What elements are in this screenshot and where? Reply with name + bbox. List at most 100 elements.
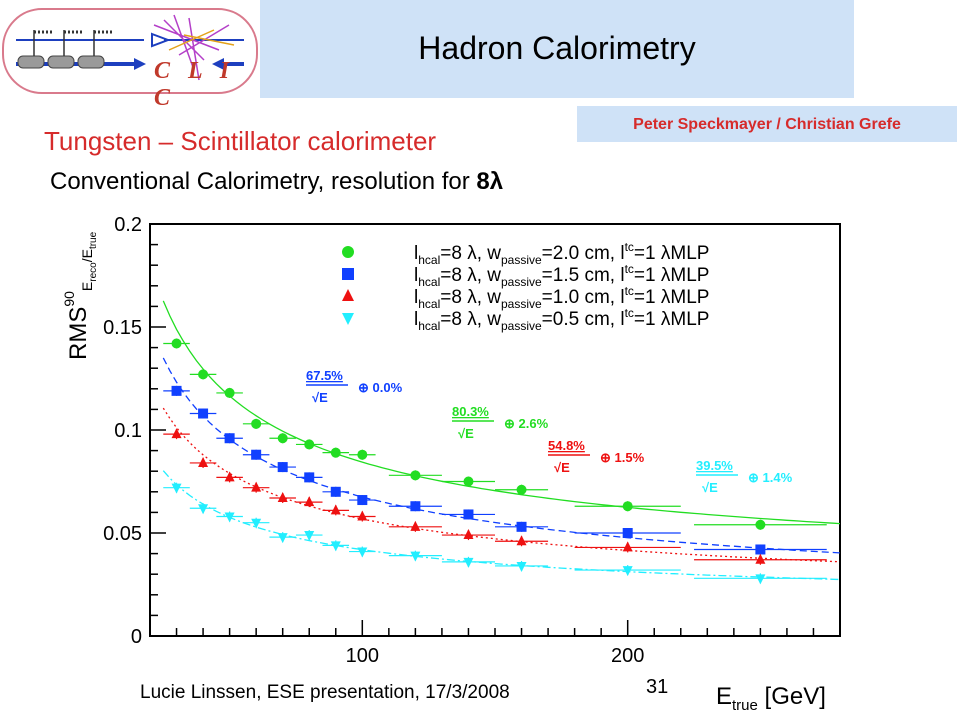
data-point-series1 — [755, 544, 766, 555]
data-point-series0 — [330, 447, 341, 458]
data-point-series0 — [198, 369, 209, 380]
y-tick-label: 0.1 — [114, 420, 142, 442]
data-point-series2 — [251, 481, 262, 492]
data-point-series1 — [357, 495, 368, 506]
x-tick-label: 100 — [346, 645, 379, 667]
data-point-series1 — [198, 408, 209, 419]
data-point-series0 — [224, 387, 235, 398]
data-point-series2 — [516, 535, 527, 546]
accelerator-diagram-icon — [16, 14, 244, 81]
data-point-series2 — [755, 553, 766, 564]
fit-annotations: 80.3% √E ⊕ 2.6% 67.5% √E ⊕ 0.0% 54.8% √E ⊕ 1.5% 3… — [306, 368, 793, 495]
logo-text: C L I C — [154, 58, 236, 111]
data-point-series1 — [224, 433, 235, 444]
subtitle-resolution-lambda: 8λ — [476, 168, 504, 195]
x-axis-title: Etrue [GeV] — [716, 683, 826, 714]
clic-logo: C L I C — [2, 8, 258, 111]
subtitle-resolution-text: Conventional Calorimetry, resolution for — [50, 168, 477, 195]
axis-ticks: 0 0.05 0.1 0.15 0.2 100 200 — [103, 214, 841, 667]
data-point-series1 — [516, 521, 527, 532]
data-point-series1 — [251, 449, 262, 460]
fit-stochastic-term: 67.5% — [306, 368, 343, 383]
fit-label-0: 80.3% √E ⊕ 2.6% — [452, 404, 549, 441]
data-point-series3 — [224, 512, 235, 523]
data-point-series0 — [516, 484, 527, 495]
data-point-series2 — [622, 541, 633, 552]
data-point-series0 — [755, 519, 766, 530]
y-tick-label: 0.2 — [114, 214, 142, 236]
fit-curve-0 — [162, 300, 840, 525]
legend-entry: lhcal=8 λ, wpassive=1.5 cm, ltc=1 λMLP — [414, 262, 709, 289]
data-point-series2 — [357, 510, 368, 521]
data-point-series0 — [622, 501, 633, 512]
fit-sqrt-e: √E — [312, 390, 328, 405]
fit-label-3: 39.5% √E ⊕ 1.4% — [696, 458, 793, 495]
legend-entry: lhcal=8 λ, wpassive=1.0 cm, ltc=1 λMLP — [414, 284, 709, 311]
legend-marker — [342, 268, 354, 280]
data-point-series3 — [622, 566, 633, 577]
y-tick-label: 0.15 — [103, 317, 142, 339]
legend-marker — [342, 246, 354, 258]
data-point-series3 — [277, 533, 288, 544]
data-point-series2 — [277, 491, 288, 502]
subtitle: Tungsten – Scintillator calorimeter — [44, 126, 437, 156]
fit-stochastic-term: 54.8% — [548, 438, 585, 453]
plot-frame — [149, 223, 841, 637]
fit-stochastic-term: 39.5% — [696, 458, 733, 473]
data-point-series1 — [463, 509, 474, 520]
fit-curve-3 — [162, 470, 840, 581]
data-point-series3 — [410, 551, 421, 562]
y-axis-title: RMS90Ereco/Etrue — [61, 231, 99, 360]
legend-marker — [342, 289, 354, 301]
legend-entry: lhcal=8 λ, wpassive=2.0 cm, ltc=1 λMLP — [414, 240, 709, 267]
authors: Peter Speckmayer / Christian Grefe — [633, 116, 901, 133]
subtitle-resolution: Conventional Calorimetry, resolution for… — [50, 168, 503, 196]
data-point-series2 — [171, 428, 182, 439]
fit-constant-term: ⊕ 1.4% — [748, 470, 793, 485]
title-banner: Hadron Calorimetry — [260, 0, 854, 98]
data-point-series1 — [622, 528, 633, 538]
data-point-series2 — [410, 520, 421, 531]
fit-constant-term: ⊕ 2.6% — [504, 416, 549, 431]
data-point-series2 — [224, 471, 235, 482]
y-tick-label: 0.05 — [103, 523, 142, 545]
data-point-series3 — [171, 483, 182, 494]
data-point-series1 — [304, 472, 315, 483]
data-point-series3 — [516, 561, 527, 572]
fit-sqrt-e: √E — [702, 480, 718, 495]
fit-label-1: 67.5% √E ⊕ 0.0% — [306, 368, 403, 405]
fit-constant-term: ⊕ 1.5% — [600, 450, 645, 465]
fit-sqrt-e: √E — [458, 426, 474, 441]
svg-text:RMS90Ereco/Etrue: RMS90Ereco/Etrue — [61, 231, 99, 360]
x-tick-label: 200 — [611, 645, 644, 667]
data-point-series3 — [463, 557, 474, 568]
data-points — [163, 338, 827, 585]
y-tick-label: 0 — [131, 626, 142, 648]
author-banner: Peter Speckmayer / Christian Grefe — [577, 106, 957, 142]
page-title: Hadron Calorimetry — [418, 30, 696, 66]
fit-constant-term: ⊕ 0.0% — [358, 380, 403, 395]
footer: Lucie Linssen, ESE presentation, 17/3/20… — [140, 682, 510, 703]
page-number: 31 — [646, 676, 669, 698]
legend-entry: lhcal=8 λ, wpassive=0.5 cm, ltc=1 λMLP — [414, 306, 709, 333]
data-point-series0 — [251, 418, 262, 429]
fit-label-2: 54.8% √E ⊕ 1.5% — [548, 438, 645, 475]
fit-sqrt-e: √E — [554, 460, 570, 475]
data-point-series2 — [330, 504, 341, 515]
legend: lhcal=8 λ, wpassive=2.0 cm, ltc=1 λMLPlh… — [342, 240, 709, 333]
data-point-series3 — [304, 531, 315, 542]
data-point-series0 — [304, 439, 315, 450]
data-point-series3 — [251, 518, 262, 529]
data-point-series1 — [410, 501, 421, 512]
fit-stochastic-term: 80.3% — [452, 404, 489, 419]
data-point-series0 — [171, 338, 182, 349]
fit-curve-2 — [162, 407, 840, 563]
data-point-series2 — [304, 496, 315, 507]
data-point-series1 — [171, 385, 182, 396]
data-point-series2 — [463, 529, 474, 540]
data-point-series3 — [357, 547, 368, 558]
data-point-series0 — [357, 449, 368, 460]
data-point-series1 — [330, 486, 341, 497]
data-point-series3 — [755, 574, 766, 585]
